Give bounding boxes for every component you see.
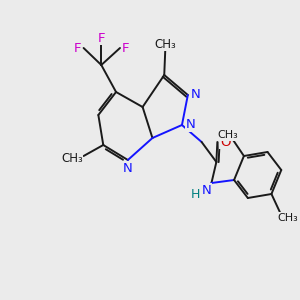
Text: F: F <box>98 32 105 44</box>
Text: CH₃: CH₃ <box>218 130 238 140</box>
Text: CH₃: CH₃ <box>154 38 176 50</box>
Text: N: N <box>191 88 201 101</box>
Text: O: O <box>220 136 230 148</box>
Text: N: N <box>202 184 212 196</box>
Text: N: N <box>186 118 196 131</box>
Text: F: F <box>122 41 130 55</box>
Text: CH₃: CH₃ <box>278 213 298 223</box>
Text: H: H <box>191 188 200 202</box>
Text: F: F <box>74 41 81 55</box>
Text: CH₃: CH₃ <box>61 152 83 166</box>
Text: N: N <box>123 161 133 175</box>
